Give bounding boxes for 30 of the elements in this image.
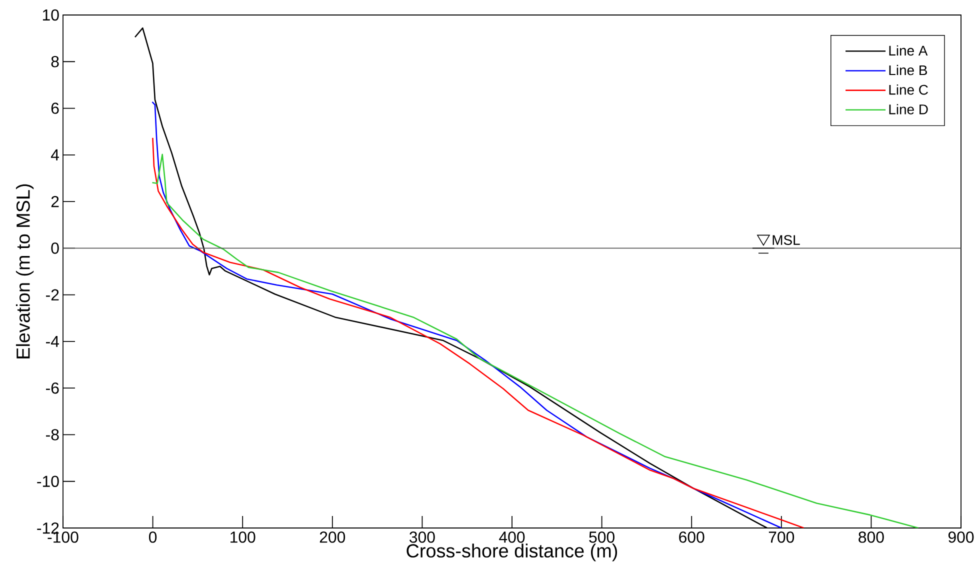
x-tick-label: 100 — [230, 532, 256, 543]
y-tick-label: -10 — [37, 476, 59, 488]
y-tick-label: -8 — [46, 429, 59, 440]
legend-label: Line C — [889, 84, 928, 95]
x-axis-title: Cross-shore distance (m) — [406, 544, 618, 562]
y-tick-label: -2 — [46, 289, 59, 300]
y-tick-label: 6 — [51, 102, 59, 114]
legend-label: Line B — [889, 64, 927, 76]
x-tick-label: -100 — [48, 532, 78, 543]
x-tick-label: 700 — [768, 532, 794, 543]
x-tick-label: 0 — [148, 532, 157, 543]
legend-label: Line D — [889, 104, 928, 114]
y-tick-label: 8 — [51, 56, 59, 68]
x-tick-label: 500 — [589, 532, 614, 543]
x-tick-label: 400 — [499, 532, 525, 543]
y-tick-label: 4 — [50, 149, 60, 160]
y-tick-label: 10 — [42, 9, 59, 21]
x-tick-label: 200 — [320, 532, 346, 543]
y-tick-label: -12 — [37, 522, 59, 534]
x-tick-label: 900 — [948, 532, 974, 543]
ref-line-label: MSL — [772, 235, 800, 245]
y-axis-title: Elevation (m to MSL) — [16, 184, 34, 358]
x-tick-label: 300 — [410, 532, 435, 543]
x-tick-label: 600 — [679, 532, 704, 543]
legend-label: Line A — [889, 45, 928, 56]
y-tick-label: -6 — [46, 382, 59, 394]
y-tick-label: -4 — [46, 336, 60, 347]
x-tick-label: 800 — [858, 532, 884, 543]
y-tick-label: 2 — [51, 196, 59, 208]
y-tick-label: 0 — [51, 242, 59, 254]
